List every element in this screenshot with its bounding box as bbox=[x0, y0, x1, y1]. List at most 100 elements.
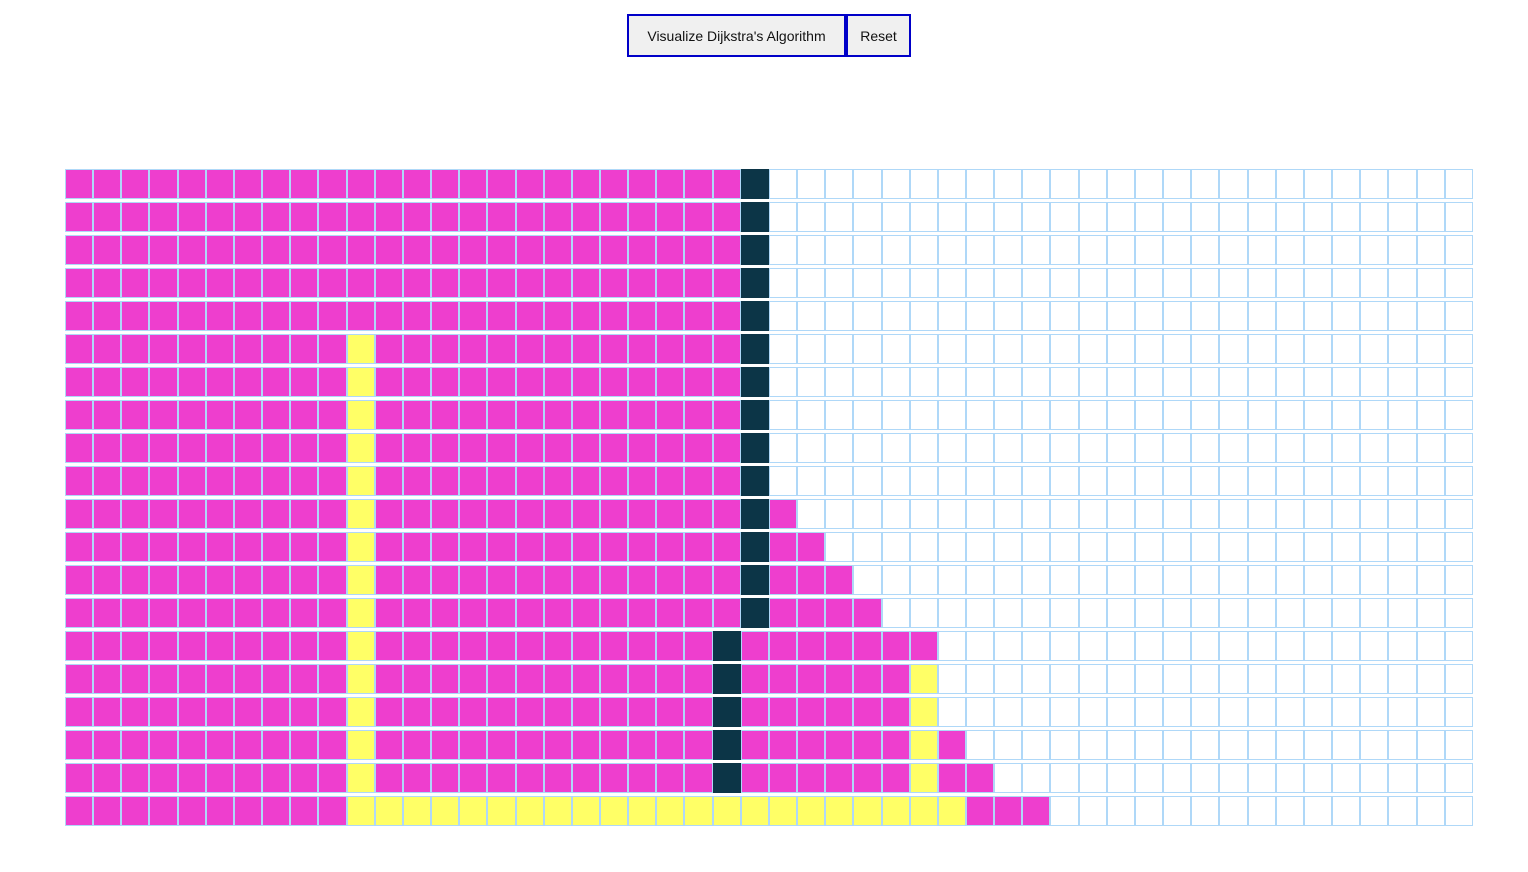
grid-node-unvisited[interactable] bbox=[1191, 433, 1220, 463]
grid-node-visited[interactable] bbox=[93, 301, 122, 331]
grid-node-visited[interactable] bbox=[262, 400, 291, 430]
grid-node-visited[interactable] bbox=[515, 334, 544, 364]
grid-node-visited[interactable] bbox=[684, 367, 713, 397]
grid-node-visited[interactable] bbox=[177, 796, 206, 826]
grid-node-visited[interactable] bbox=[65, 598, 94, 628]
grid-node-visited[interactable] bbox=[571, 631, 600, 661]
grid-node-unvisited[interactable] bbox=[881, 268, 910, 298]
grid-node-visited[interactable] bbox=[656, 631, 685, 661]
grid-node-visited[interactable] bbox=[515, 433, 544, 463]
grid-node-unvisited[interactable] bbox=[768, 367, 798, 397]
grid-node-unvisited[interactable] bbox=[1275, 532, 1304, 562]
grid-node-visited[interactable] bbox=[571, 763, 600, 793]
grid-node-unvisited[interactable] bbox=[825, 268, 854, 298]
grid-node-unvisited[interactable] bbox=[1416, 433, 1445, 463]
grid-node-path[interactable] bbox=[797, 796, 826, 826]
grid-node-visited[interactable] bbox=[712, 400, 741, 430]
grid-node-unvisited[interactable] bbox=[1163, 301, 1192, 331]
grid-node-unvisited[interactable] bbox=[937, 367, 966, 397]
grid-node-unvisited[interactable] bbox=[1275, 433, 1304, 463]
grid-node-unvisited[interactable] bbox=[1416, 268, 1445, 298]
grid-node-unvisited[interactable] bbox=[1444, 499, 1473, 529]
grid-node-unvisited[interactable] bbox=[1275, 763, 1304, 793]
grid-node-unvisited[interactable] bbox=[1050, 169, 1079, 199]
grid-node-visited[interactable] bbox=[374, 565, 403, 595]
grid-node-visited[interactable] bbox=[290, 598, 319, 628]
grid-node-visited[interactable] bbox=[853, 763, 882, 793]
grid-node-unvisited[interactable] bbox=[1163, 631, 1192, 661]
grid-node-unvisited[interactable] bbox=[1332, 499, 1361, 529]
grid-node-unvisited[interactable] bbox=[1163, 367, 1192, 397]
grid-node-visited[interactable] bbox=[374, 730, 403, 760]
grid-node-visited[interactable] bbox=[177, 664, 206, 694]
grid-node-visited[interactable] bbox=[768, 565, 798, 595]
grid-node-unvisited[interactable] bbox=[853, 565, 882, 595]
grid-node-wall[interactable] bbox=[712, 664, 741, 694]
grid-node-visited[interactable] bbox=[571, 235, 600, 265]
grid-node-visited[interactable] bbox=[318, 433, 347, 463]
grid-node-visited[interactable] bbox=[121, 631, 150, 661]
grid-node-visited[interactable] bbox=[825, 598, 854, 628]
grid-node-unvisited[interactable] bbox=[1416, 466, 1445, 496]
grid-node-visited[interactable] bbox=[262, 697, 291, 727]
grid-node-visited[interactable] bbox=[543, 334, 572, 364]
grid-node-visited[interactable] bbox=[205, 697, 234, 727]
grid-node-visited[interactable] bbox=[318, 400, 347, 430]
grid-node-unvisited[interactable] bbox=[1219, 796, 1248, 826]
grid-node-unvisited[interactable] bbox=[1444, 400, 1473, 430]
grid-node-unvisited[interactable] bbox=[768, 169, 798, 199]
grid-node-visited[interactable] bbox=[402, 202, 432, 232]
grid-node-path[interactable] bbox=[740, 796, 769, 826]
grid-node-visited[interactable] bbox=[712, 598, 741, 628]
grid-node-visited[interactable] bbox=[402, 466, 432, 496]
grid-node-unvisited[interactable] bbox=[1022, 367, 1051, 397]
grid-node-visited[interactable] bbox=[712, 367, 741, 397]
grid-node-unvisited[interactable] bbox=[1360, 235, 1389, 265]
grid-node-visited[interactable] bbox=[93, 499, 122, 529]
grid-node-unvisited[interactable] bbox=[1416, 334, 1445, 364]
grid-node-visited[interactable] bbox=[628, 466, 657, 496]
grid-node-visited[interactable] bbox=[93, 730, 122, 760]
grid-node-visited[interactable] bbox=[65, 730, 94, 760]
grid-node-unvisited[interactable] bbox=[1134, 235, 1164, 265]
grid-node-visited[interactable] bbox=[712, 202, 741, 232]
grid-node-unvisited[interactable] bbox=[1022, 334, 1051, 364]
grid-node-visited[interactable] bbox=[290, 532, 319, 562]
grid-node-visited[interactable] bbox=[656, 334, 685, 364]
grid-node-unvisited[interactable] bbox=[1388, 730, 1417, 760]
grid-node-visited[interactable] bbox=[149, 697, 178, 727]
grid-node-visited[interactable] bbox=[628, 433, 657, 463]
grid-node-unvisited[interactable] bbox=[937, 697, 966, 727]
grid-node-visited[interactable] bbox=[797, 763, 826, 793]
grid-node-path[interactable] bbox=[346, 400, 375, 430]
grid-node-unvisited[interactable] bbox=[1219, 763, 1248, 793]
grid-node-visited[interactable] bbox=[93, 334, 122, 364]
grid-node-unvisited[interactable] bbox=[1078, 334, 1107, 364]
grid-node-unvisited[interactable] bbox=[1134, 796, 1164, 826]
grid-node-visited[interactable] bbox=[233, 169, 263, 199]
grid-node-unvisited[interactable] bbox=[1388, 664, 1417, 694]
grid-node-unvisited[interactable] bbox=[1106, 796, 1135, 826]
grid-node-visited[interactable] bbox=[290, 433, 319, 463]
grid-node-unvisited[interactable] bbox=[1360, 202, 1389, 232]
grid-node-unvisited[interactable] bbox=[1078, 235, 1107, 265]
grid-node-visited[interactable] bbox=[149, 400, 178, 430]
grid-node-unvisited[interactable] bbox=[1106, 235, 1135, 265]
grid-node-unvisited[interactable] bbox=[1275, 598, 1304, 628]
grid-node-unvisited[interactable] bbox=[1275, 565, 1304, 595]
grid-node-unvisited[interactable] bbox=[1134, 763, 1164, 793]
grid-node-unvisited[interactable] bbox=[1275, 400, 1304, 430]
grid-node-unvisited[interactable] bbox=[1275, 499, 1304, 529]
grid-node-unvisited[interactable] bbox=[1247, 598, 1276, 628]
grid-node-visited[interactable] bbox=[262, 565, 291, 595]
grid-node-unvisited[interactable] bbox=[937, 631, 966, 661]
grid-node-unvisited[interactable] bbox=[1191, 235, 1220, 265]
grid-node-unvisited[interactable] bbox=[1219, 664, 1248, 694]
grid-node-visited[interactable] bbox=[262, 367, 291, 397]
grid-node-unvisited[interactable] bbox=[1360, 598, 1389, 628]
grid-node-visited[interactable] bbox=[994, 796, 1023, 826]
grid-node-visited[interactable] bbox=[205, 301, 234, 331]
grid-node-visited[interactable] bbox=[656, 433, 685, 463]
grid-node-unvisited[interactable] bbox=[1360, 400, 1389, 430]
grid-node-path[interactable] bbox=[515, 796, 544, 826]
